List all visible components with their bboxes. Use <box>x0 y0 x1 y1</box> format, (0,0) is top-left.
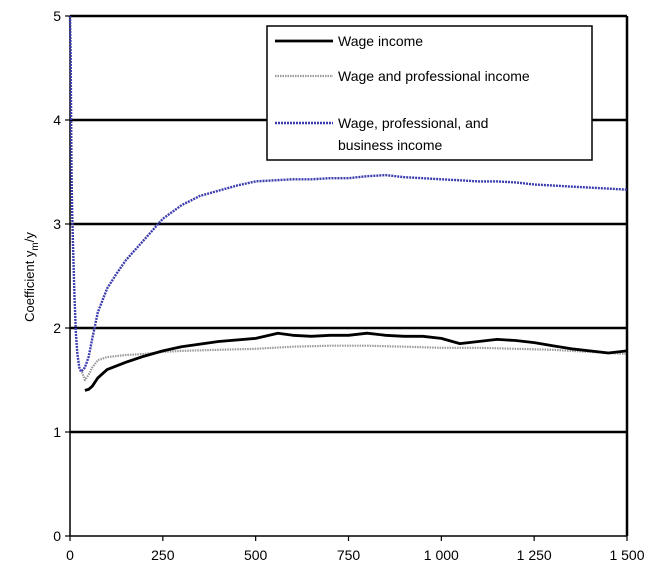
y-axis-label: Coefficient ym/y <box>22 232 41 322</box>
y-tick-label: 4 <box>53 112 61 128</box>
legend-item-wage-income: Wage income <box>275 33 423 49</box>
tick-labels: 0 1 2 3 4 5 0 250 500 750 1 000 1 250 1 500 <box>53 8 645 563</box>
series-wage-professional-business-line <box>68 15 628 373</box>
series-lines <box>68 15 628 392</box>
y-tick-label: 2 <box>53 320 61 336</box>
x-tick-label: 0 <box>66 547 74 563</box>
legend-item-wage-professional: Wage and professional income <box>275 68 530 84</box>
y-tick-label: 5 <box>53 8 61 24</box>
x-tick-label: 1 250 <box>517 547 552 563</box>
series-wage-professional-line <box>80 344 628 382</box>
legend-box <box>266 25 593 161</box>
legend-label: Wage, professional, and <box>338 115 488 131</box>
y-tick-label: 1 <box>53 424 61 440</box>
x-tick-label: 1 500 <box>609 547 644 563</box>
legend: Wage income Wage and professional income W… <box>266 25 593 161</box>
x-tick-label: 750 <box>337 547 361 563</box>
series-wage-income-line <box>84 331 628 392</box>
x-tick-label: 250 <box>151 547 175 563</box>
legend-item-wage-professional-business: Wage, professional, and business income <box>275 115 488 153</box>
legend-label: business income <box>338 137 442 153</box>
legend-label: Wage and professional income <box>338 68 530 84</box>
legend-label: Wage income <box>338 33 423 49</box>
gridlines <box>70 118 627 434</box>
y-tick-label: 0 <box>53 528 61 544</box>
x-tick-label: 500 <box>244 547 268 563</box>
x-tick-label: 1 000 <box>424 547 459 563</box>
y-tick-label: 3 <box>53 216 61 232</box>
